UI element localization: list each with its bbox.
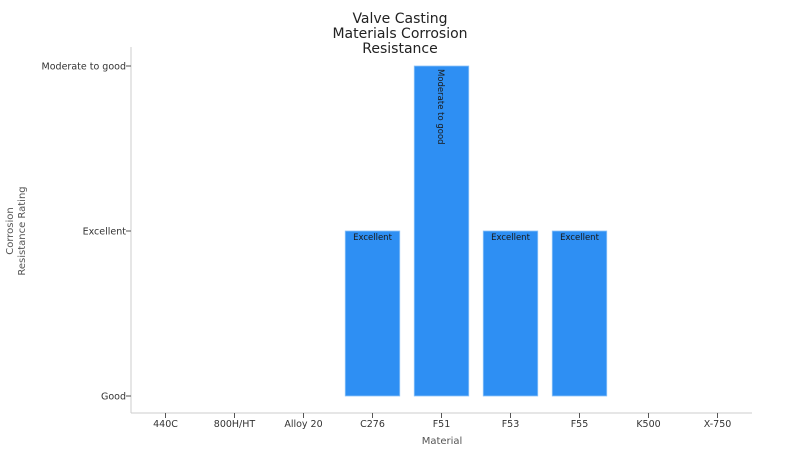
bar-c276 bbox=[344, 230, 401, 397]
bars bbox=[344, 65, 608, 397]
y-tick-label: Excellent bbox=[83, 227, 127, 238]
y-tick-label: Moderate to good bbox=[42, 62, 126, 73]
chart-title-line: Materials Corrosion bbox=[332, 26, 467, 42]
x-tick-label: 800H/HT bbox=[214, 419, 256, 430]
x-tick-label: K500 bbox=[636, 419, 660, 430]
x-tick-label: C276 bbox=[360, 419, 385, 430]
x-axis-title: Material bbox=[422, 436, 463, 447]
x-tick-label: 440C bbox=[153, 419, 178, 430]
x-tick-label: X-750 bbox=[704, 419, 732, 430]
bar-f51 bbox=[413, 65, 470, 397]
chart-title-line: Resistance bbox=[362, 41, 437, 57]
y-tick-label: Good bbox=[101, 392, 126, 403]
bar-f53 bbox=[482, 230, 539, 397]
bar-labels: Excellent Moderate to good Excellent Excell… bbox=[353, 69, 599, 243]
y-axis-title-line: Corrosion bbox=[5, 207, 16, 255]
bar-data-label: Moderate to good bbox=[435, 69, 445, 145]
chart-title-line: Valve Casting bbox=[352, 11, 447, 27]
bar-data-label: Excellent bbox=[353, 233, 392, 243]
bar-f55 bbox=[551, 230, 608, 397]
x-tick-label: F53 bbox=[502, 419, 520, 430]
x-tick-label: F55 bbox=[571, 419, 589, 430]
y-axis-ticks: Good Excellent Moderate to good bbox=[42, 62, 131, 403]
x-tick-label: F51 bbox=[433, 419, 451, 430]
bar-data-label: Excellent bbox=[560, 233, 599, 243]
chart-title: Valve Casting Materials Corrosion Resist… bbox=[332, 11, 467, 57]
x-tick-label: Alloy 20 bbox=[284, 419, 322, 430]
bar-data-label: Excellent bbox=[491, 233, 530, 243]
y-axis-title-line: Resistance Rating bbox=[17, 186, 28, 275]
x-axis-ticks: 440C 800H/HT Alloy 20 C276 F51 F53 F55 K500 X-75… bbox=[153, 413, 731, 430]
y-axis-title: Corrosion Resistance Rating bbox=[5, 186, 28, 275]
